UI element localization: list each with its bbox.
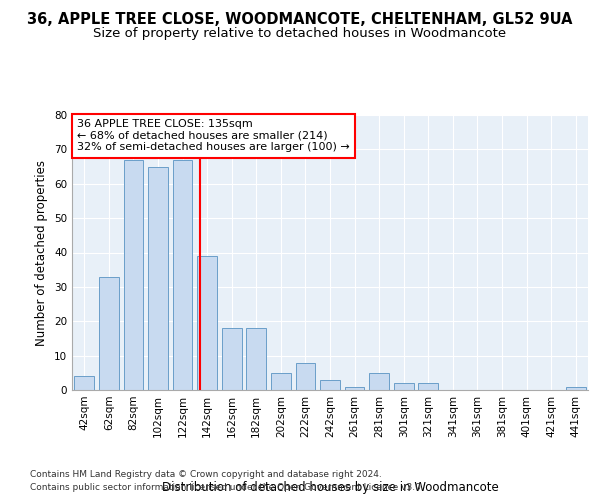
Bar [197,256,217,390]
Text: Contains HM Land Registry data © Crown copyright and database right 2024.: Contains HM Land Registry data © Crown c… [30,470,382,479]
Bar [418,383,438,390]
Bar [74,376,94,390]
Bar [370,373,389,390]
Bar [99,276,119,390]
Bar [296,362,315,390]
Text: Size of property relative to detached houses in Woodmancote: Size of property relative to detached ho… [94,28,506,40]
Text: 36, APPLE TREE CLOSE, WOODMANCOTE, CHELTENHAM, GL52 9UA: 36, APPLE TREE CLOSE, WOODMANCOTE, CHELT… [27,12,573,28]
Y-axis label: Number of detached properties: Number of detached properties [35,160,49,346]
Bar [394,383,413,390]
Bar [271,373,290,390]
Bar [173,160,193,390]
Bar [320,380,340,390]
Text: Contains public sector information licensed under the Open Government Licence v3: Contains public sector information licen… [30,484,424,492]
Bar [124,160,143,390]
Bar [566,386,586,390]
X-axis label: Distribution of detached houses by size in Woodmancote: Distribution of detached houses by size … [161,482,499,494]
Bar [247,328,266,390]
Bar [222,328,242,390]
Bar [345,386,364,390]
Bar [148,166,168,390]
Text: 36 APPLE TREE CLOSE: 135sqm
← 68% of detached houses are smaller (214)
32% of se: 36 APPLE TREE CLOSE: 135sqm ← 68% of det… [77,119,350,152]
